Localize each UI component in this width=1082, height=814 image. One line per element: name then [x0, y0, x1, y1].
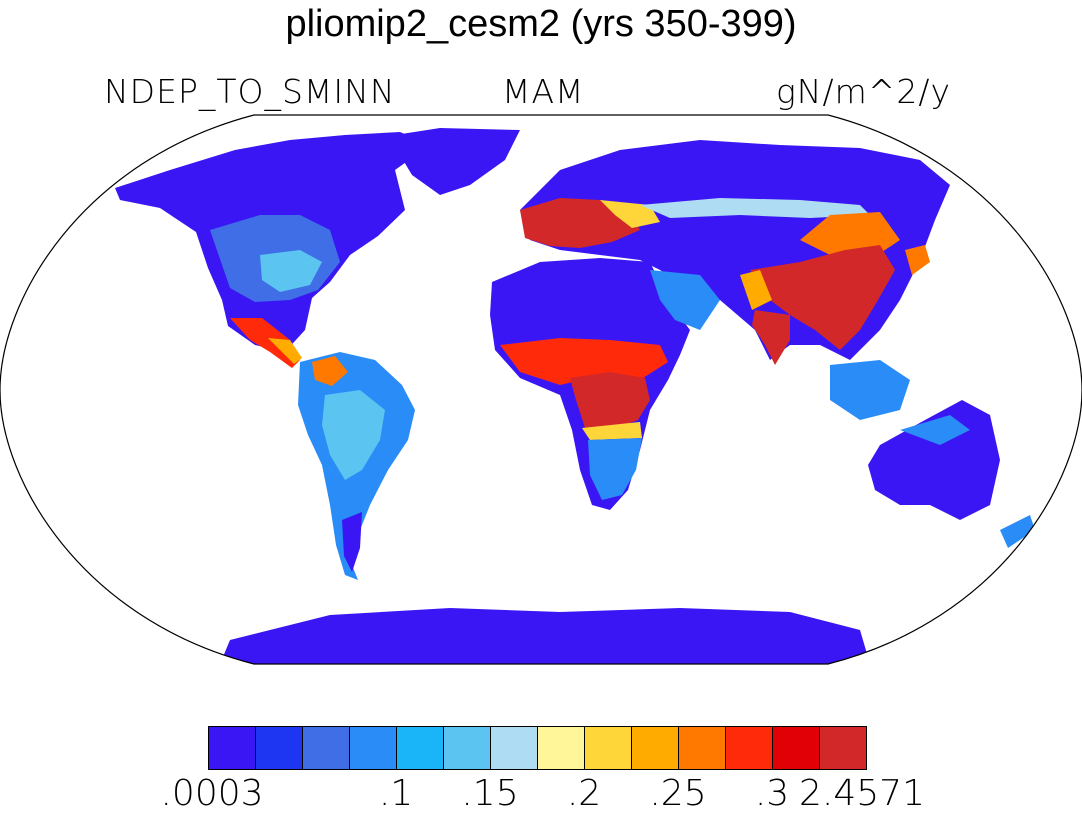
colorbar-swatch: [396, 726, 444, 770]
patagonia: [342, 512, 362, 572]
colorbar-swatch: [678, 726, 726, 770]
colorbar-swatch: [584, 726, 632, 770]
middle-east: [650, 270, 720, 330]
colorbar-tick-label: .1: [378, 773, 414, 814]
russia-band: [640, 198, 870, 218]
new-zealand: [1000, 515, 1035, 548]
colorbar-swatch: [537, 726, 585, 770]
map-field: [115, 128, 1035, 664]
china-edge: [740, 270, 772, 310]
southeast-asia: [830, 360, 910, 420]
sahel-belt: [500, 338, 668, 385]
australia-north: [900, 415, 970, 445]
colorbar-swatch: [490, 726, 538, 770]
southern-africa-band: [582, 422, 642, 440]
colorbar-tick-label: .3: [754, 773, 790, 814]
greenland: [395, 128, 520, 195]
variable-label: NDEP_TO_SMINN: [104, 72, 396, 111]
india: [752, 310, 790, 365]
plot-title: pliomip2_cesm2 (yrs 350-399): [285, 3, 797, 45]
units-label: gN/m^2/y: [776, 72, 952, 111]
australia: [868, 400, 1000, 520]
colorbar-tick-label: .25: [649, 773, 707, 814]
colorbar-swatch: [208, 726, 256, 770]
colorbar-tick-label: 2.4571: [799, 773, 925, 814]
season-label: MAM: [502, 72, 585, 111]
southern-africa: [588, 438, 642, 500]
south-america-core: [322, 390, 385, 480]
central-america-edge: [268, 338, 302, 364]
map-border: [0, 114, 1082, 665]
colorbar-swatch: [725, 726, 773, 770]
venezuela-hotspot: [312, 356, 348, 386]
japan: [905, 245, 930, 275]
colorbar-swatch: [631, 726, 679, 770]
europe-hotspot: [520, 198, 640, 248]
colorbar-tick-label: .2: [566, 773, 602, 814]
colorbar-swatch: [302, 726, 350, 770]
colorbar-swatch: [349, 726, 397, 770]
central-america: [230, 318, 300, 368]
antarctica: [220, 608, 870, 664]
north-america-east: [260, 250, 322, 292]
colorbar-swatch: [819, 726, 867, 770]
colorbar-tick-label: .15: [461, 773, 519, 814]
china-hotspot: [750, 245, 895, 350]
colorbar-swatch: [443, 726, 491, 770]
colorbar-swatch: [255, 726, 303, 770]
colorbar-tick-label: .0003: [160, 773, 264, 814]
colorbar-swatch: [772, 726, 820, 770]
central-africa: [570, 372, 650, 430]
